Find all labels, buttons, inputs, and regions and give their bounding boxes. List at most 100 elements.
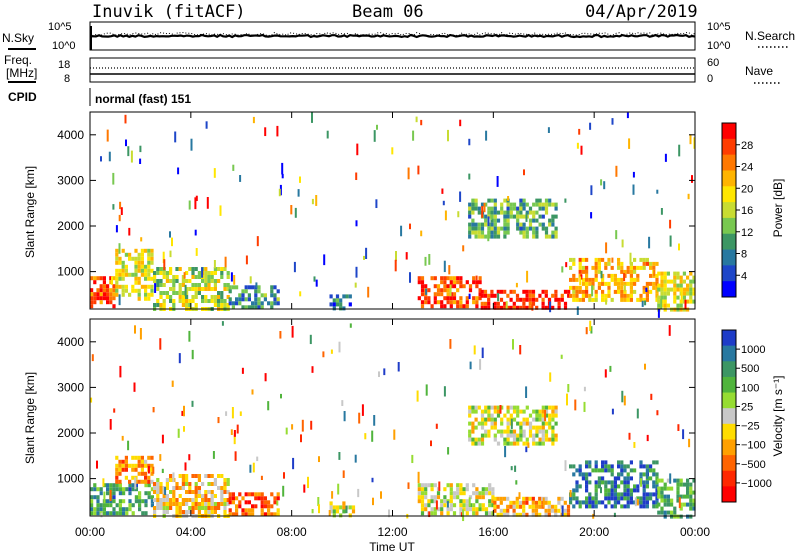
heatmap-cell [150,487,154,492]
heatmap-cell [493,210,497,215]
heatmap-cell [487,409,491,414]
heatmap-cell [507,196,510,201]
heatmap-cell [276,496,280,501]
heatmap-cell [131,487,135,492]
heatmap-cell [270,512,274,517]
heatmap-cell [548,218,552,223]
heatmap-cell [607,281,611,286]
heatmap-cell [134,276,138,281]
heatmap-cell [518,504,523,509]
heatmap-cell [172,498,176,502]
heatmap-cell [484,218,488,223]
colorbar-tick-label: 12 [741,227,753,239]
heatmap-cell [676,490,680,495]
heatmap-cell [90,511,94,516]
heatmap-cell [522,504,526,509]
heatmap-cell [480,293,484,298]
heatmap-cell [137,479,141,484]
heatmap-cell [183,272,186,279]
heatmap-cell [655,273,659,278]
heatmap-cell [239,175,242,182]
heatmap-cell [617,472,621,477]
heatmap-cell [181,410,184,416]
heatmap-cell [223,502,227,506]
heatmap-cell [449,491,453,496]
heatmap-cell [471,218,475,223]
heatmap-cell [538,409,542,414]
heatmap-cell [569,500,573,505]
heatmap-cell [575,484,579,489]
heatmap-cell [493,496,497,501]
heatmap-cell [601,277,605,282]
heatmap-cell [512,437,517,442]
heatmap-cell [433,507,437,512]
heatmap-cell [169,250,172,258]
heatmap-cell [115,487,119,492]
heatmap-cell [247,297,251,302]
heatmap-cell [184,284,187,297]
heatmap-cell [188,498,192,502]
heatmap-cell [497,293,500,302]
heatmap-cell [490,417,494,422]
heatmap-cell [601,464,605,469]
heatmap-cell [679,275,683,280]
heatmap-cell [487,301,491,306]
heatmap-cell [649,464,653,469]
heatmap-cell [99,296,103,301]
heatmap-cell [538,222,542,227]
heatmap-cell [629,285,633,290]
heatmap-cell [652,261,656,266]
heatmap-cell [645,293,649,298]
heatmap-cell [226,303,230,307]
heatmap-cell [569,464,573,469]
heatmap-cell [483,301,488,306]
heatmap-cell [588,293,592,298]
heatmap-cell [144,503,148,508]
heatmap-cell [666,271,670,276]
heatmap-cell [220,474,224,478]
heatmap-cell [134,256,138,261]
heatmap-cell [201,295,205,299]
heatmap-cell [516,421,520,426]
heatmap-cell [522,214,526,219]
heatmap-cell [493,206,497,211]
heatmap-cell [188,267,192,271]
heatmap-cell [440,300,444,305]
heatmap-cell [102,507,106,512]
heatmap-cell [551,230,555,235]
heatmap-cell [185,510,189,514]
heatmap-cell [96,292,100,297]
heatmap-cell [217,506,221,510]
heatmap-cell [532,234,536,239]
heatmap-cell [424,487,428,492]
heatmap-cell [506,293,510,298]
heatmap-cell [496,176,499,187]
heatmap-cell [459,491,463,496]
heatmap-cell [578,484,582,489]
heatmap-cell [620,285,624,290]
heatmap-cell [159,279,163,283]
heatmap-cell [620,281,624,286]
heatmap-cell [115,467,119,472]
heatmap-cell [424,507,428,512]
heatmap-cell [591,500,595,505]
heatmap-cell [137,280,141,285]
heatmap-cell [191,283,195,287]
heatmap-cell [535,230,539,235]
heatmap-cell [254,305,258,310]
heatmap-cell [112,284,116,289]
heatmap-cell [178,299,182,303]
heatmap-cell [547,512,551,517]
heatmap-cell [172,490,176,494]
velocity-y-axis-label: Slant Range [km] [23,372,37,464]
heatmap-cell [607,492,611,497]
heatmap-cell [90,487,94,492]
heatmap-cell [663,279,667,284]
heatmap-cell [471,202,475,207]
heatmap-cell [509,210,513,215]
heatmap-cell [121,264,125,269]
heatmap-cell [452,300,457,305]
heatmap-cell [153,482,157,486]
heatmap-cell [162,251,165,264]
heatmap-cell [572,261,576,266]
